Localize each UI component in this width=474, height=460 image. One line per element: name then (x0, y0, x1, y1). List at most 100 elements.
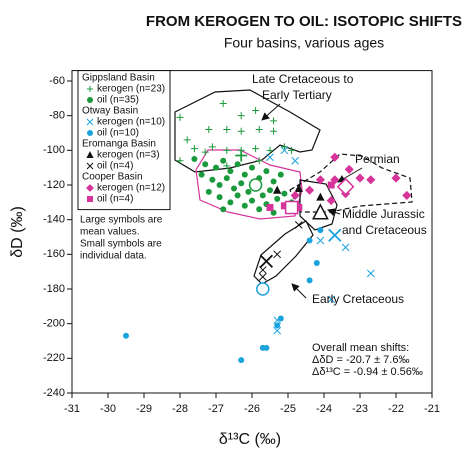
x-tick-label: -29 (136, 403, 152, 415)
data-point (341, 243, 350, 252)
y-tick-label: -140 (43, 214, 65, 226)
data-point (255, 157, 263, 165)
data-point (213, 164, 219, 171)
legend-group-title: Cooper Basin (82, 172, 143, 183)
y-tick-label: -180 (43, 283, 65, 295)
legend-label: oil (n=35) (97, 95, 139, 106)
data-point (391, 173, 401, 183)
data-point (266, 146, 274, 154)
x-tick-label: -31 (64, 403, 80, 415)
x-tick-label: -24 (316, 403, 332, 415)
data-point (306, 277, 313, 284)
data-point (316, 192, 325, 201)
data-point (252, 145, 260, 153)
data-point (306, 237, 313, 244)
annotation: Late Cretaceous to (252, 72, 354, 86)
legend-label: oil (n=10) (97, 128, 139, 139)
data-point (198, 171, 205, 178)
x-tick-label: -26 (244, 403, 260, 415)
data-point (176, 157, 184, 165)
mean-point (284, 200, 299, 215)
data-point (327, 181, 335, 189)
data-point (220, 206, 227, 213)
data-point (327, 295, 336, 304)
data-point (223, 126, 231, 134)
data-point (258, 273, 267, 281)
legend-group-title: Gippsland Basin (82, 73, 155, 84)
data-point (366, 175, 376, 185)
data-point (237, 127, 245, 135)
mean-point (256, 282, 270, 296)
data-point (277, 171, 284, 178)
data-point (234, 161, 241, 168)
y-tick-label: -220 (43, 352, 65, 364)
data-point (290, 190, 300, 200)
data-point (216, 182, 223, 188)
legend-group-title: Eromanga Basin (82, 139, 156, 150)
data-point (231, 185, 237, 192)
data-point (280, 202, 288, 210)
stats-text: ΔδD = -20.7 ± 7.6‰ (312, 354, 409, 366)
data-point (267, 187, 273, 194)
data-point (241, 171, 248, 178)
data-point (259, 192, 266, 199)
legend-marker (87, 97, 93, 103)
data-point (281, 190, 288, 197)
arrow (261, 103, 281, 121)
legend-label: kerogen (n=10) (97, 117, 165, 128)
data-point (355, 173, 365, 183)
data-point (227, 199, 234, 206)
x-tick-label: -21 (424, 403, 440, 415)
mean-point (328, 228, 342, 242)
outline-early-cretaceous (253, 220, 314, 285)
legend-label: oil (n=4) (97, 161, 133, 172)
arrow (291, 283, 307, 299)
data-point (316, 236, 325, 245)
data-point (294, 221, 303, 229)
note: Large symbols are (80, 215, 163, 226)
outline-middle-jurassic (299, 179, 338, 231)
outline-late-cretaceous (174, 89, 321, 173)
data-point (295, 204, 303, 212)
data-point (237, 112, 245, 120)
data-point (330, 152, 340, 162)
x-tick-label: -23 (352, 403, 368, 415)
mean-point (336, 177, 355, 196)
note: individual data. (80, 251, 147, 262)
data-point (294, 183, 303, 192)
x-tick-label: -28 (172, 403, 188, 415)
y-tick-label: -120 (43, 179, 65, 191)
data-point (205, 126, 213, 134)
data-point (330, 175, 340, 185)
data-point (220, 157, 227, 164)
x-tick-label: -22 (388, 403, 404, 415)
data-point (273, 250, 282, 259)
data-point (274, 195, 281, 202)
legend-label: kerogen (n=3) (97, 150, 160, 161)
data-point (202, 161, 209, 168)
data-point (208, 143, 216, 151)
data-point (326, 196, 336, 206)
data-point (270, 127, 278, 135)
legend-label: oil (n=4) (97, 194, 133, 205)
data-point (238, 357, 245, 364)
data-point (274, 322, 281, 329)
arrow (327, 208, 341, 217)
data-point (263, 344, 270, 351)
annotation: Early Cretaceous (312, 292, 404, 306)
data-point (277, 315, 284, 322)
data-point (123, 332, 129, 339)
data-point (209, 176, 216, 183)
data-point (183, 136, 191, 144)
data-point (245, 188, 252, 195)
legend-marker (86, 162, 94, 170)
data-point (402, 190, 412, 200)
stats-text: Δδ¹³C = -0.94 ± 0.56‰ (312, 366, 423, 378)
annotation: and Cretaceous (342, 223, 427, 237)
y-tick-label: -60 (49, 75, 65, 87)
stats-text: Overall mean shifts: (312, 342, 409, 354)
annotation: Early Tertiary (262, 88, 332, 102)
data-point (234, 192, 241, 199)
data-point (273, 326, 282, 335)
